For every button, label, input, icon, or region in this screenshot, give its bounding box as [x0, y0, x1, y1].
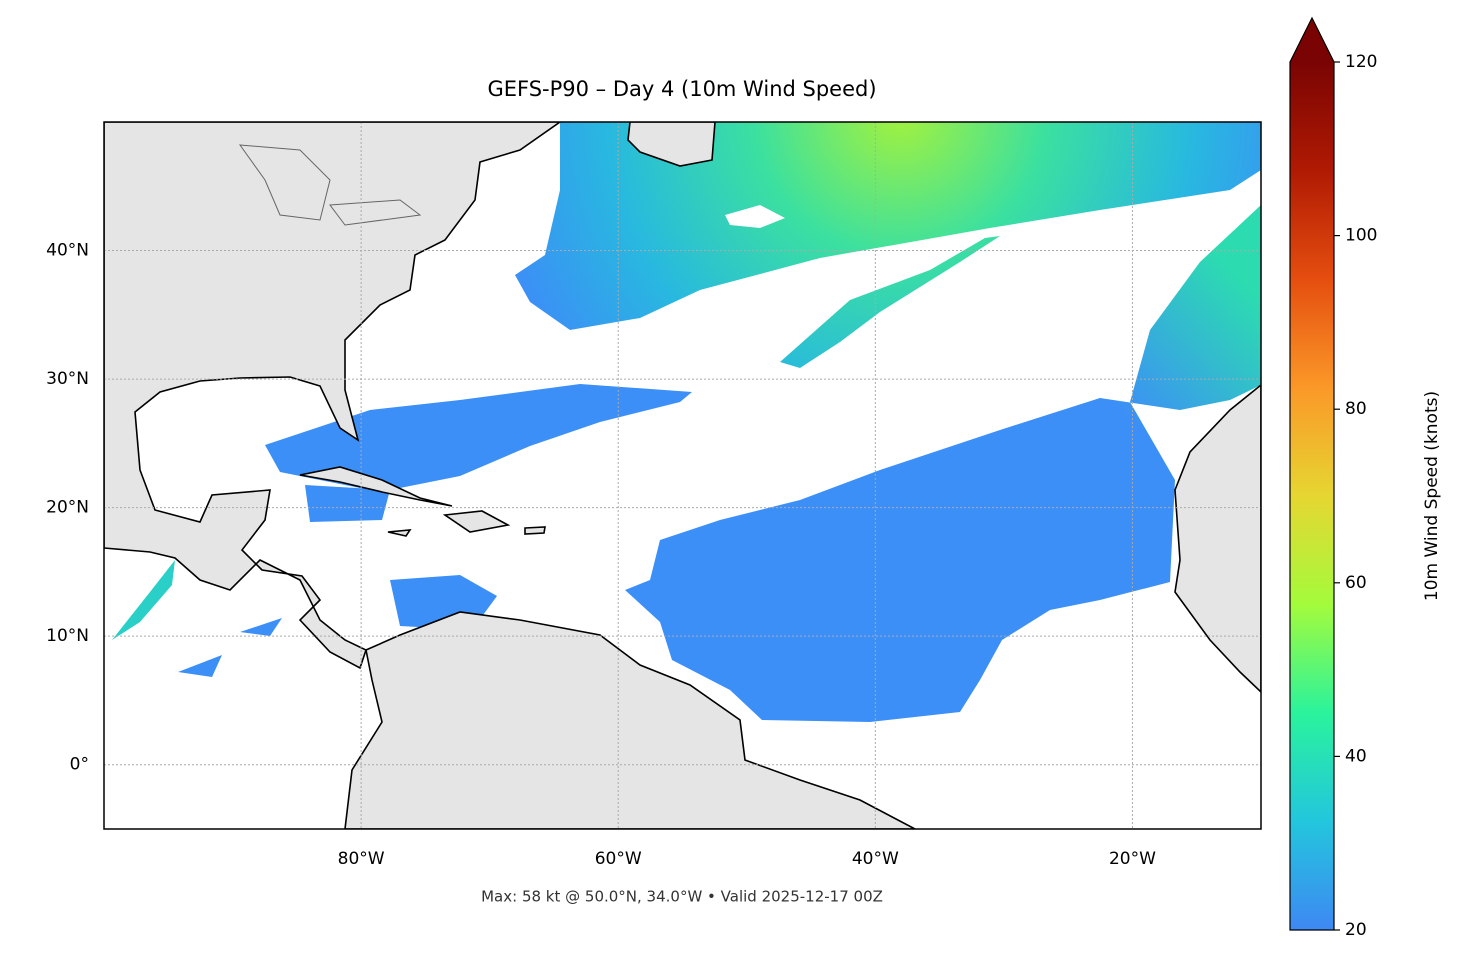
lakes-outline: [238, 144, 422, 226]
map-frame: [103, 121, 1262, 830]
axes: 80°W 60°W 40°W 20°W 0° 10°N 20°N 30°N 40°N: [46, 241, 1156, 869]
colorbar-tick-label: 40: [1345, 746, 1367, 766]
wind-area: [178, 618, 282, 677]
y-tick-label: 10°N: [46, 626, 89, 646]
colorbar-tick-label: 100: [1345, 226, 1377, 246]
x-tick-label: 80°W: [338, 849, 385, 869]
colorbar-tick-label: 20: [1345, 920, 1367, 940]
y-tick-label: 30°N: [46, 369, 89, 389]
wind-area: [625, 205, 1261, 722]
y-tick-label: 0°: [70, 755, 89, 775]
colorbar: 20 40 60 80 100 120: [1289, 16, 1377, 940]
x-tick-label: 60°W: [595, 849, 642, 869]
wind-area: [780, 236, 1000, 368]
land: [627, 122, 716, 167]
grid: [104, 122, 1261, 829]
colorbar-frame: [1289, 16, 1335, 931]
x-tick-label: 40°W: [852, 849, 899, 869]
land: [1174, 383, 1261, 694]
x-tick-label: 20°W: [1109, 849, 1156, 869]
wind-area: [265, 384, 692, 492]
land: [299, 466, 453, 507]
wind-area: [515, 122, 1261, 330]
land: [387, 510, 546, 537]
land: [344, 611, 916, 829]
colorbar-tick-label: 120: [1345, 52, 1377, 72]
footnote: Max: 58 kt @ 50.0°N, 34.0°W • Valid 2025…: [481, 888, 883, 906]
chart-title: GEFS-P90 – Day 4 (10m Wind Speed): [487, 77, 876, 101]
land: [104, 122, 562, 670]
wind-area: [305, 485, 390, 522]
y-tick-label: 40°N: [46, 241, 89, 261]
colorbar-tick-label: 80: [1345, 399, 1367, 419]
colorbar-label: 10m Wind Speed (knots): [1422, 391, 1442, 601]
colorbar-tick-label: 60: [1345, 573, 1367, 593]
y-tick-label: 20°N: [46, 498, 89, 518]
colorbar-extend: [1290, 18, 1334, 62]
map: [104, 122, 1261, 829]
colorbar-fill: [1290, 62, 1334, 930]
